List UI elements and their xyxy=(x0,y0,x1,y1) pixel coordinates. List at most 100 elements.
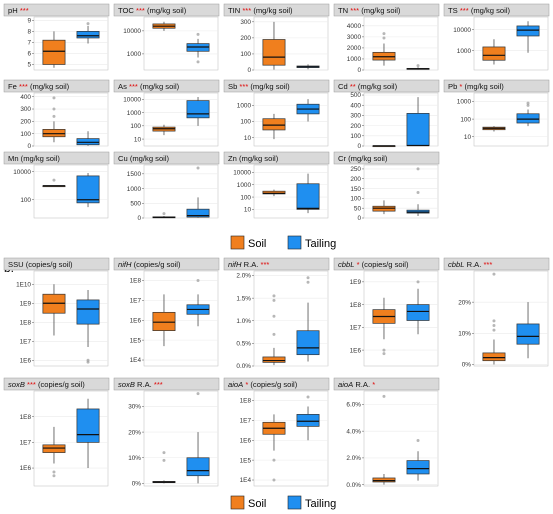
y-tick-label: 1E7 xyxy=(20,338,32,345)
significance-stars: *** xyxy=(458,6,469,15)
outlier-point xyxy=(52,107,56,111)
plot-area xyxy=(473,16,549,71)
y-tick-label: 3000 xyxy=(347,34,362,41)
box-tailing xyxy=(296,276,320,362)
boxplot-panel-0: pH *** 5 6 7 8 9 xyxy=(3,3,110,71)
boxplot-panel-3: TN *** (mg/kg soil) 0 1000 2000 3000 4000 xyxy=(333,3,440,74)
panel-unit: (mg/kg soil) xyxy=(145,6,187,15)
box-tailing xyxy=(186,166,210,218)
y-tick-label: 50 xyxy=(354,205,362,212)
y-tick-label: 150 xyxy=(350,186,361,193)
y-tick-label: 2.0% xyxy=(346,455,361,462)
boxplot-panel-10: Mn (mg/kg soil) 100 10000 xyxy=(3,151,110,219)
iqr-box xyxy=(262,356,286,363)
panel-strip xyxy=(333,79,440,93)
y-tick-label: 2000 xyxy=(347,45,362,52)
panel-title-name: cbbL xyxy=(338,260,354,269)
outlier-point xyxy=(492,272,496,276)
outlier-point xyxy=(416,64,420,68)
outlier-point xyxy=(526,103,530,107)
outlier-point xyxy=(382,348,386,352)
panel-strip xyxy=(113,257,220,271)
box-soil xyxy=(262,21,286,70)
box-tailing xyxy=(76,22,100,44)
panel-title: aioA * (copies/g soil) xyxy=(228,380,298,389)
boxplot-panel-17: cbbL * (copies/g soil) 1E6 1E7 1E8 1E9 xyxy=(333,257,440,367)
box-tailing xyxy=(76,173,100,208)
panel-title-name: Mn xyxy=(8,154,19,163)
y-tick-label: 100 xyxy=(240,194,251,201)
box-soil xyxy=(372,145,396,148)
legend-soil-label: Soil xyxy=(248,498,266,510)
y-tick-label: 1E7 xyxy=(240,418,252,425)
y-tick-label: 1000 xyxy=(457,99,472,106)
y-tick-label: 400 xyxy=(20,94,31,101)
outlier-point xyxy=(526,101,530,105)
y-tick-label: 7 xyxy=(27,40,31,47)
panel-title-name: soxB xyxy=(118,380,135,389)
box-tailing xyxy=(406,97,430,147)
panel-title-suffix: R.A. xyxy=(464,260,481,269)
box-soil xyxy=(372,32,396,66)
panel-unit: (copies/g soil) xyxy=(24,260,73,269)
panel-title-suffix: R.A. xyxy=(135,380,152,389)
y-tick-label: 100 xyxy=(350,133,361,140)
panel-unit: (mg/kg soil) xyxy=(469,6,511,15)
panel-unit: (mg/kg soil) xyxy=(251,6,293,15)
significance-stars: *** xyxy=(481,260,492,269)
y-tick-label: 10000 xyxy=(13,169,31,176)
box-tailing xyxy=(186,278,210,327)
y-tick-label: 1.5% xyxy=(236,295,251,302)
boxplot-panel-18: cbbL R.A. *** 0% 10% 20% xyxy=(443,257,550,369)
iqr-box xyxy=(406,304,430,321)
iqr-box xyxy=(76,138,100,146)
box-soil xyxy=(262,189,286,197)
outlier-point xyxy=(196,392,200,396)
significance-stars: * xyxy=(370,380,375,389)
y-tick-label: 1E6 xyxy=(240,437,252,444)
significance-stars: *** xyxy=(18,6,29,15)
outlier-point xyxy=(382,352,386,356)
significance-stars: ** xyxy=(348,82,356,91)
y-tick-label: 1E6 xyxy=(20,357,32,364)
y-tick-label: 0 xyxy=(27,143,31,150)
box-soil xyxy=(482,39,506,65)
panel-strip xyxy=(443,3,550,17)
boxplot-panel-14: SSU (copies/g soil) 1E6 1E7 1E8 1E9 1E10 xyxy=(3,257,110,367)
box-tailing xyxy=(296,99,320,122)
y-tick-label: 1000 xyxy=(237,103,252,110)
legend-soil-swatch xyxy=(230,495,245,510)
boxplot-panel-6: As *** (mg/kg soil) 10 100 1000 10000 xyxy=(113,79,220,147)
panel-title: cbbL * (copies/g soil) xyxy=(338,260,409,269)
legend-tailing-swatch xyxy=(287,495,302,510)
panel-title-name: Cd xyxy=(338,82,348,91)
y-tick-label: 10000 xyxy=(453,27,471,34)
y-tick-label: 200 xyxy=(350,123,361,130)
panel-strip xyxy=(223,151,330,165)
y-tick-label: 0% xyxy=(462,362,472,369)
outlier-point xyxy=(272,294,276,298)
y-tick-label: 200 xyxy=(240,35,251,42)
panel-strip xyxy=(443,79,550,93)
panel-strip xyxy=(3,151,110,165)
iqr-box xyxy=(406,113,430,147)
outlier-point xyxy=(416,167,420,171)
boxplot-panel-21: aioA * (copies/g soil) 1E4 1E5 1E6 1E7 1E8 xyxy=(223,377,330,487)
y-tick-label: 1000 xyxy=(127,110,142,117)
y-tick-label: 1E4 xyxy=(130,357,142,364)
iqr-box xyxy=(76,175,100,204)
panel-title-name: aioA xyxy=(228,380,243,389)
panel-title: cbbL R.A. *** xyxy=(448,260,492,269)
outlier-point xyxy=(52,474,56,478)
iqr-box xyxy=(152,311,176,331)
significance-stars: *** xyxy=(240,6,251,15)
panel-title: TOC *** (mg/kg soil) xyxy=(118,6,187,15)
outlier-point xyxy=(52,470,56,474)
panel-title-name: nifH xyxy=(118,260,132,269)
panel-title: pH *** xyxy=(8,6,29,15)
iqr-box xyxy=(372,477,396,483)
outlier-point xyxy=(196,166,200,170)
box-tailing xyxy=(516,302,540,359)
box-soil xyxy=(42,178,66,188)
